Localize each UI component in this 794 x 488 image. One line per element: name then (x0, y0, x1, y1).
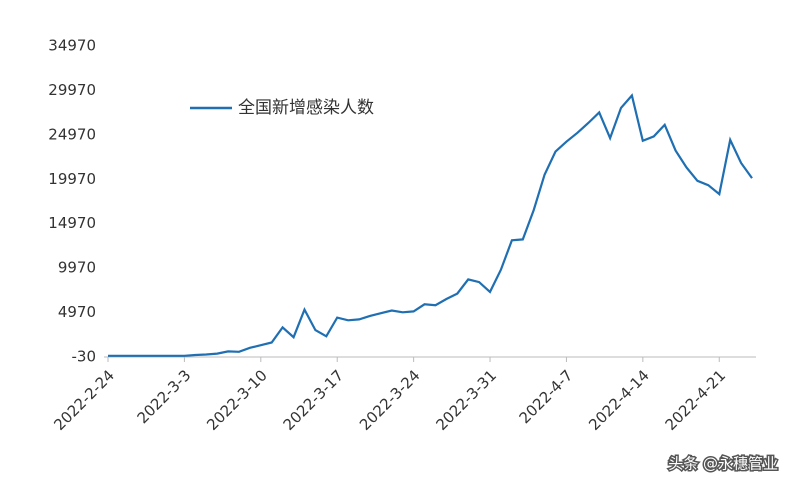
x-tick-label: 2022-3-10 (203, 366, 271, 434)
x-tick-label: 2022-2-24 (50, 366, 118, 434)
y-tick-label: 4970 (58, 303, 96, 321)
y-tick-label: 29970 (48, 81, 96, 99)
y-tick-label: 14970 (48, 214, 96, 232)
x-tick-label: 2022-3-17 (280, 366, 348, 434)
x-tick-label: 2022-4-21 (662, 366, 730, 434)
y-tick-label: -30 (72, 348, 97, 366)
x-tick-label: 2022-3-3 (134, 366, 195, 427)
y-tick-label: 34970 (48, 37, 96, 55)
y-tick-label: 19970 (48, 170, 96, 188)
x-tick-label: 2022-4-7 (516, 366, 577, 427)
x-tick-label: 2022-3-24 (356, 366, 424, 434)
x-tick-label: 2022-3-31 (432, 366, 500, 434)
legend-label: 全国新增感染人数 (238, 98, 374, 118)
x-tick-label: 2022-4-14 (585, 366, 653, 434)
series-line (108, 93, 753, 357)
watermark: 头条 @永穗管业 (668, 455, 778, 473)
y-tick-label: 24970 (48, 125, 96, 143)
y-tick-label: 9970 (58, 259, 96, 277)
